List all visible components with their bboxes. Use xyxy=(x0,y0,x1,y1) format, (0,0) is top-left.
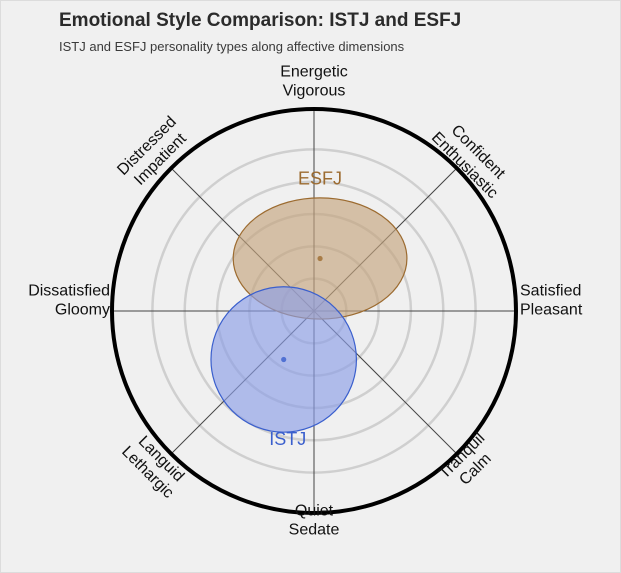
axis-label-line: Pleasant xyxy=(520,302,583,319)
axis-label-top: Energetic Vigorous xyxy=(280,64,348,100)
axis-label-line: Gloomy xyxy=(55,302,110,319)
axis-label-bottom: Quiet Sedate xyxy=(289,503,340,539)
axis-label-right: Satisfied Pleasant xyxy=(520,283,583,319)
axis-label-line: Quiet xyxy=(295,503,334,520)
axis-label-bottom-left: LanguidLethargic xyxy=(118,430,190,502)
axis-label-line: Dissatisfied xyxy=(28,283,110,300)
chart-subtitle: ISTJ and ESFJ personality types along af… xyxy=(59,39,405,54)
axis-label-bottom-right: TranquilCalm xyxy=(436,430,502,496)
axis-label-top-right: ConfidentEnthusiastic xyxy=(428,116,514,202)
outer-ring xyxy=(110,107,518,515)
axis-label-top-left: DistressedImpatient xyxy=(114,113,193,192)
axis-label-line: Sedate xyxy=(289,522,340,539)
chart-title: Emotional Style Comparison: ISTJ and ESF… xyxy=(59,10,462,31)
axis-label-line: Energetic xyxy=(280,64,348,81)
axis-label-left: Dissatisfied Gloomy xyxy=(28,283,110,319)
series-layer: ESFJ ISTJ xyxy=(210,168,408,449)
axis-label-line: Satisfied xyxy=(520,283,581,300)
istj-center-point xyxy=(281,356,287,363)
istj-series-label: ISTJ xyxy=(269,429,306,449)
esfj-series-label: ESFJ xyxy=(298,168,342,188)
esfj-center-point xyxy=(317,255,323,262)
axis-label-line: Vigorous xyxy=(283,83,346,100)
